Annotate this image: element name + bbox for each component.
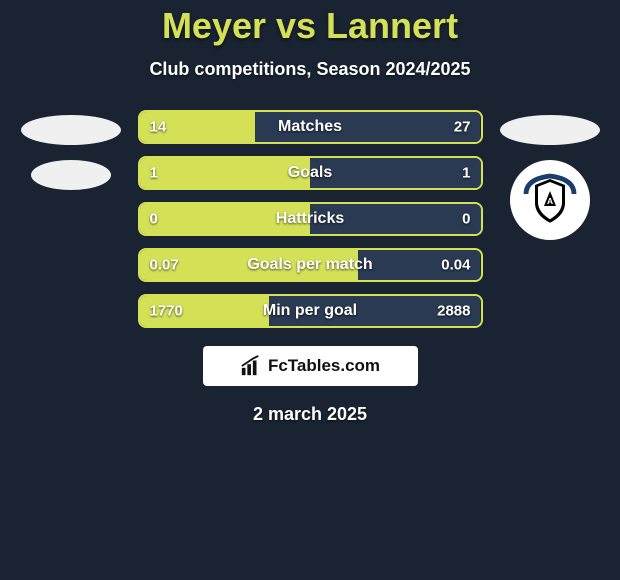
stat-value-right: 27 xyxy=(454,119,471,136)
player-avatar-placeholder xyxy=(21,115,121,145)
stat-value-right: 0.04 xyxy=(441,257,470,274)
stat-value-left: 0 xyxy=(150,211,158,228)
stat-bar: 1770 2888 Min per goal xyxy=(138,294,483,328)
stat-value-right: 1 xyxy=(462,165,470,182)
stat-value-left: 0.07 xyxy=(150,257,179,274)
stat-label: Hattricks xyxy=(276,210,344,228)
stat-fill-right xyxy=(310,158,481,188)
stat-value-left: 14 xyxy=(150,119,167,136)
club-badge: A xyxy=(510,160,590,240)
stat-fill-left xyxy=(140,158,311,188)
site-name: FcTables.com xyxy=(268,356,380,376)
stat-value-left: 1770 xyxy=(150,303,183,320)
comparison-title: Meyer vs Lannert xyxy=(0,5,620,47)
stat-bar: 0.07 0.04 Goals per match xyxy=(138,248,483,282)
club-crest-icon: A xyxy=(520,170,580,230)
svg-text:A: A xyxy=(546,196,552,206)
stats-column: 14 27 Matches 1 1 Goals 0 0 Hattricks 0.07 0.04 Goa… xyxy=(138,110,483,328)
comparison-date: 2 march 2025 xyxy=(0,404,620,425)
stat-bar: 0 0 Hattricks xyxy=(138,202,483,236)
right-player-column: A xyxy=(495,110,605,240)
left-player-column xyxy=(16,110,126,190)
bar-chart-icon xyxy=(240,355,262,377)
club-avatar-placeholder xyxy=(31,160,111,190)
comparison-subtitle: Club competitions, Season 2024/2025 xyxy=(0,59,620,80)
stat-label: Goals per match xyxy=(247,256,372,274)
stat-value-right: 0 xyxy=(462,211,470,228)
stat-bar: 14 27 Matches xyxy=(138,110,483,144)
stat-value-right: 2888 xyxy=(437,303,470,320)
stat-label: Matches xyxy=(278,118,342,136)
player-avatar-placeholder xyxy=(500,115,600,145)
stat-label: Goals xyxy=(288,164,332,182)
stat-label: Min per goal xyxy=(263,302,357,320)
stat-bar: 1 1 Goals xyxy=(138,156,483,190)
site-attribution: FcTables.com xyxy=(203,346,418,386)
stat-value-left: 1 xyxy=(150,165,158,182)
